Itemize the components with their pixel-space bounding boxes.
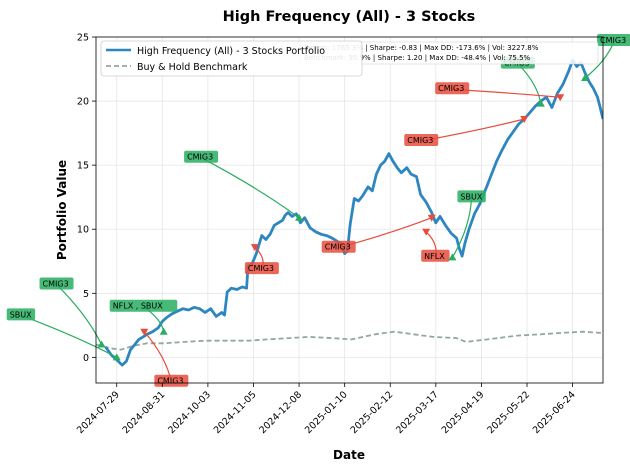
trade-annotation: CMIG3 xyxy=(321,214,436,253)
buy-marker xyxy=(295,213,304,221)
annotation-label: CMIG3 xyxy=(43,280,69,289)
annotation-label: CMIG3 xyxy=(407,136,433,145)
annotation-layer: SBUX CMIG3 NFLX , SBUX CMIG3 CMIG3 CMIG3 CMIG3… xyxy=(6,34,630,387)
annotation-label-box xyxy=(321,240,356,253)
x-tick-label: 2024-07-29 xyxy=(75,389,122,436)
annotation-label: SBUX xyxy=(460,192,482,201)
x-tick-label: 2024-08-31 xyxy=(121,389,168,436)
annotation-arrow xyxy=(143,331,172,382)
stats-line-2: Benchmark: 95.9% | Sharpe: 1.20 | Max DD… xyxy=(304,54,531,62)
annotation-label: CMIG3 xyxy=(600,36,626,45)
annotation-label-box xyxy=(6,308,36,321)
buy-marker xyxy=(448,253,457,261)
annotation-arrow xyxy=(451,197,473,258)
x-tick-label: 2025-05-22 xyxy=(485,389,532,436)
x-tick-label: 2024-11-05 xyxy=(212,389,259,436)
annotation-label: SBUX xyxy=(10,310,32,319)
stats-line-1: Return: 1765.3% | Sharpe: -0.83 | Max DD… xyxy=(304,44,539,52)
benchmark-line xyxy=(96,330,603,351)
annotation-label: NFLX xyxy=(424,252,445,261)
portfolio-line xyxy=(104,58,603,367)
x-tick-label: 2024-12-08 xyxy=(257,389,304,436)
plot-frame xyxy=(95,36,604,384)
trade-annotation: CMIG3 xyxy=(581,34,630,82)
annotation-arrow xyxy=(200,157,300,219)
sell-marker xyxy=(556,94,565,102)
x-tick-label: 2025-06-24 xyxy=(531,389,578,436)
x-tick-label: 2025-01-10 xyxy=(303,389,350,436)
buy-marker xyxy=(159,327,168,335)
y-tick-label: 5 xyxy=(83,289,89,300)
annotation-label-box xyxy=(154,374,189,387)
annotation-label-box xyxy=(184,150,219,163)
x-tick-label: 2025-03-17 xyxy=(394,389,441,436)
annotation-arrow xyxy=(56,284,103,345)
stats-box: Return: 1765.3% | Sharpe: -0.83 | Max DD… xyxy=(299,41,599,65)
x-tick-label: 2025-02-12 xyxy=(349,389,396,436)
legend-label-portfolio: High Frequency (All) - 3 Stocks Portfoli… xyxy=(137,46,325,57)
annotation-label-box xyxy=(421,249,450,262)
annotation-arrow xyxy=(517,63,542,104)
annotation-label: CMIG3 xyxy=(157,377,183,386)
trade-annotation: SBUX xyxy=(448,190,486,261)
trade-annotation: CMIG3 xyxy=(140,328,189,387)
x-axis-label: Date xyxy=(333,448,365,462)
trade-annotation: NFLX xyxy=(421,228,450,262)
annotation-label-box xyxy=(244,262,279,275)
y-tick-label: 15 xyxy=(77,161,89,172)
trade-annotation: NFLX , SBUX xyxy=(109,299,178,335)
y-tick-label: 10 xyxy=(77,225,89,236)
sell-marker xyxy=(422,228,431,236)
sell-marker xyxy=(250,244,259,252)
sell-marker xyxy=(140,328,149,336)
legend: High Frequency (All) - 3 Stocks Portfoli… xyxy=(100,40,363,77)
x-tick-label: 2025-04-19 xyxy=(440,389,487,436)
annotation-label-box xyxy=(39,277,74,290)
annotation-label: CMIG3 xyxy=(438,84,464,93)
annotation-label: CMIG3 xyxy=(325,243,351,252)
trade-annotation: CMIG3 xyxy=(435,82,565,102)
trade-annotation: CMIG3 xyxy=(184,150,304,221)
trade-annotation: CMIG3 xyxy=(404,116,529,147)
buy-marker xyxy=(112,353,121,361)
annotation-arrow xyxy=(20,314,118,358)
annotation-label-box xyxy=(597,34,630,47)
buy-marker xyxy=(97,340,106,348)
sell-marker xyxy=(520,116,529,124)
x-tick-label: 2024-10-03 xyxy=(166,389,213,436)
y-tick-label: 25 xyxy=(77,33,89,44)
annotation-label-box xyxy=(404,134,439,147)
annotation-label-box xyxy=(457,190,486,203)
grid-layer xyxy=(96,36,603,383)
series-layer xyxy=(96,58,603,367)
annotation-label: NFLX , SBUX xyxy=(113,302,164,311)
y-axis-label: Portfolio Value xyxy=(55,160,69,260)
trade-annotation: CMIG3 xyxy=(39,277,106,348)
trade-annotation: SBUX xyxy=(6,308,121,361)
y-tick-label: 0 xyxy=(83,353,89,364)
buy-marker xyxy=(536,99,545,107)
annotation-label-box xyxy=(109,299,178,312)
buy-marker xyxy=(581,74,590,82)
annotation-label: CMIG3 xyxy=(248,264,274,273)
chart-title: High Frequency (All) - 3 Stocks xyxy=(223,9,476,25)
trade-annotation: CMIG3 xyxy=(244,244,279,275)
legend-label-benchmark: Buy & Hold Benchmark xyxy=(137,62,248,73)
y-tick-label: 20 xyxy=(77,97,89,108)
legend-box xyxy=(100,40,363,77)
sell-marker xyxy=(427,214,436,222)
annotation-label-box xyxy=(435,82,470,95)
annotation-label: CMIG3 xyxy=(187,153,213,162)
